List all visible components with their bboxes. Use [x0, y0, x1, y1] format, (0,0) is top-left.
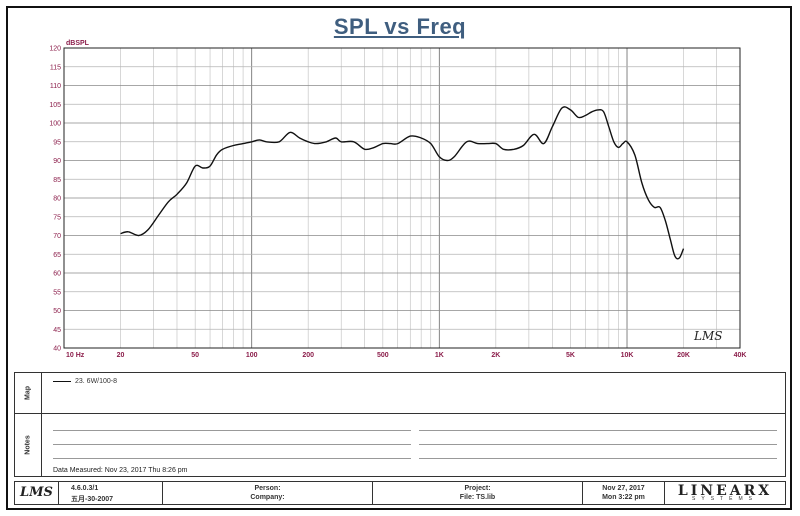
x-tick-label: 20: [117, 352, 125, 359]
footer-person-cell: Person: Company:: [163, 482, 373, 504]
project-label: Project:: [464, 485, 491, 492]
footer-bar: LMS 4.6.0.3/1 五月-30-2007 Person: Company…: [14, 481, 786, 505]
note-line: [53, 444, 411, 445]
y-tick-label: 100: [49, 121, 61, 128]
footer-logo-cell: LMS: [15, 482, 59, 504]
y-tick-label: 85: [53, 177, 61, 184]
notes-panel-label-box: Notes: [15, 414, 42, 476]
y-tick-label: 95: [53, 139, 61, 146]
x-tick-label: 100: [246, 352, 258, 359]
footer-date-cell: Nov 27, 2017 Mon 3:22 pm: [583, 482, 665, 504]
y-tick-label: 70: [53, 233, 61, 240]
y-tick-label: 50: [53, 308, 61, 315]
chart-title: SPL vs Freq: [333, 14, 467, 39]
footer-date: Nov 27, 2017: [602, 485, 645, 492]
y-tick-label: 120: [49, 46, 61, 53]
person-label: Person:: [254, 485, 281, 492]
footer-time: Mon 3:22 pm: [602, 494, 645, 501]
note-line: [419, 458, 777, 459]
y-tick-label: 75: [53, 214, 61, 221]
legend-entry-label: 23. 6W/100-8: [75, 378, 118, 385]
x-tick-label: 200: [302, 352, 314, 359]
y-tick-label: 40: [53, 346, 61, 353]
series-line-23-6w-100-8: [120, 106, 685, 260]
x-tick-label: 10K: [621, 352, 634, 359]
y-tick-label: 45: [53, 327, 61, 334]
x-tick-label: 10 Hz: [66, 352, 85, 359]
note-line: [53, 458, 411, 459]
legend-panel-label-box: Map: [15, 373, 42, 413]
x-tick-labels: 10 Hz 20 50 100 200 500 1K 2K 5K 10K 20K 40K: [66, 352, 746, 359]
linearx-logo: LINEARX: [677, 483, 773, 499]
x-tick-label: 40K: [734, 352, 747, 359]
version-text: 4.6.0.3/1: [71, 485, 99, 492]
y-tick-label: 60: [53, 271, 61, 278]
lms-watermark: LMS: [693, 329, 722, 343]
linearx-sub: SYSTEMS: [692, 496, 758, 502]
y-tick-label: 105: [49, 102, 61, 109]
notes-panel-label: Notes: [24, 435, 32, 455]
x-tick-label: 5K: [566, 352, 575, 359]
legend-panel-label: Map: [24, 386, 32, 400]
version-date: 五月-30-2007: [71, 496, 114, 503]
y-axis-label: dBSPL: [66, 40, 90, 47]
legend-entry: 23. 6W/100-8: [53, 378, 117, 385]
legend-line-swatch: [53, 381, 71, 382]
measured-date: Data Measured: Nov 23, 2017 Thu 8:26 pm: [53, 467, 188, 474]
legend-panel: Map 23. 6W/100-8: [14, 372, 786, 414]
y-tick-labels: 40 45 50 55 60 65 70 75 80 85 90 95 100 105 110 115 120: [49, 46, 61, 353]
note-line: [419, 444, 777, 445]
y-tick-label: 110: [50, 83, 61, 90]
company-label: Company:: [250, 494, 285, 501]
x-tick-label: 2K: [491, 352, 500, 359]
notes-panel: Notes Data Measured: Nov 23, 2017 Thu 8:…: [14, 413, 786, 477]
x-tick-label: 500: [377, 352, 389, 359]
footer-project-cell: Project: File: TS.lib: [373, 482, 583, 504]
spl-chart: 404550556065707580859095100105110115120 …: [49, 40, 746, 359]
note-line: [419, 430, 777, 431]
y-tick-label: 65: [53, 252, 61, 259]
major-gridlines: [63, 47, 740, 349]
x-tick-label: 50: [191, 352, 199, 359]
x-tick-label: 20K: [677, 352, 690, 359]
x-tick-label: 1K: [435, 352, 444, 359]
plot-area-border: [63, 47, 741, 349]
file-label: File: TS.lib: [459, 494, 496, 501]
y-tick-label: 80: [53, 196, 61, 203]
lms-logo: LMS: [20, 485, 53, 500]
footer-brand-cell: LINEARX SYSTEMS: [665, 482, 785, 504]
y-tick-label: 115: [50, 64, 61, 71]
y-tick-label: 90: [53, 158, 61, 165]
footer-version-cell: 4.6.0.3/1 五月-30-2007: [59, 482, 163, 504]
y-tick-label: 55: [53, 289, 61, 296]
note-line: [53, 430, 411, 431]
